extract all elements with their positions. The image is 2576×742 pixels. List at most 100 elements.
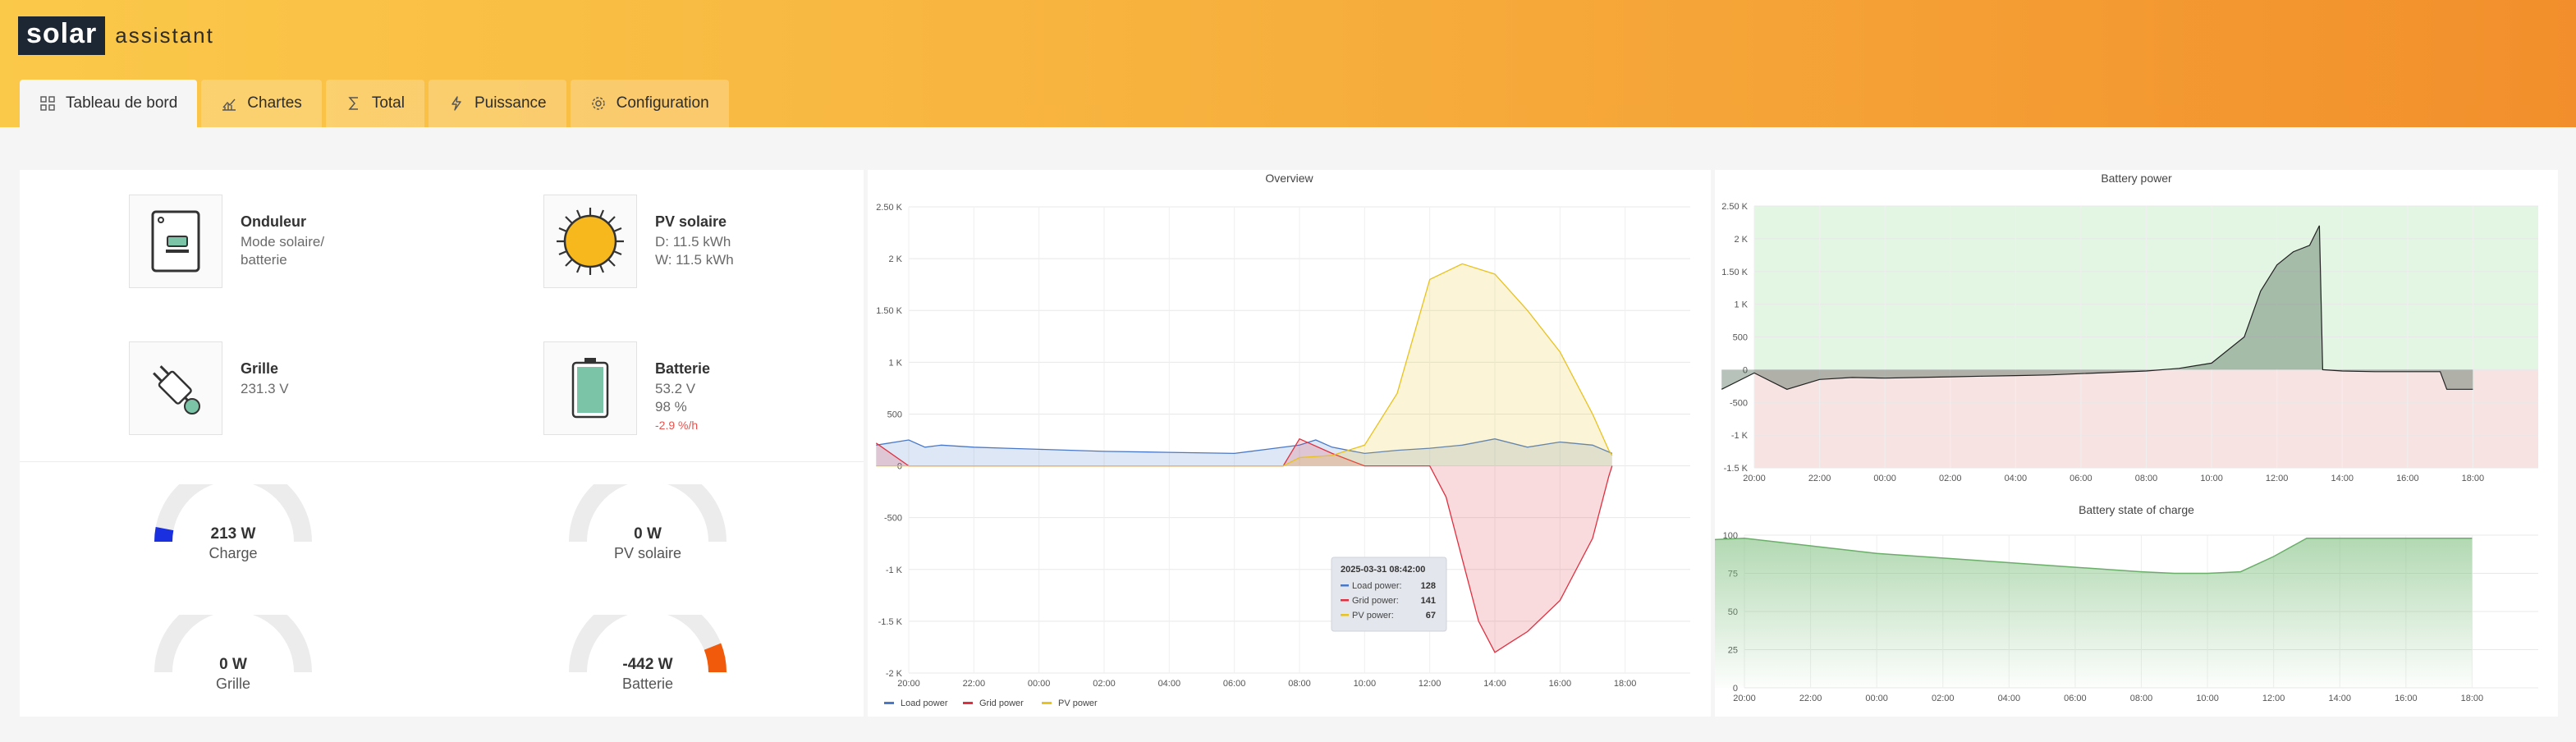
tooltip-swatch: [1341, 599, 1349, 602]
x-tick-label: 00:00: [1028, 679, 1051, 689]
tab-charts[interactable]: Chartes: [201, 80, 322, 127]
tooltip-swatch: [1341, 614, 1349, 616]
y-tick-label: 1 K: [888, 358, 902, 368]
gear-icon: [591, 97, 605, 110]
x-tick-label: 20:00: [1743, 474, 1766, 483]
y-tick-label: 0: [897, 462, 902, 472]
x-tick-label: 08:00: [1288, 679, 1311, 689]
x-tick-label: 16:00: [1549, 679, 1572, 689]
x-tick-label: 14:00: [2328, 694, 2351, 703]
y-tick-label: -1 K: [886, 566, 903, 575]
y-tick-label: -500: [1730, 398, 1748, 408]
tab-charts-label: Chartes: [247, 94, 302, 112]
divider: [20, 461, 864, 462]
dashboard-icon: [40, 96, 55, 111]
x-tick-label: 20:00: [1733, 694, 1756, 703]
chart-icon: [222, 98, 236, 111]
series-line-pv-power: [876, 263, 1613, 467]
battery-rate: -2.9 %/h: [655, 419, 699, 432]
y-tick-label: 500: [887, 410, 902, 419]
overview-chart[interactable]: 2.50 K 2 K 1.50 K 1 K 500 0 -500 -1 K -1.5 K -2 K…: [868, 170, 1711, 717]
gauge-battery-value: -442 W: [622, 656, 673, 673]
tab-configuration-label: Configuration: [616, 94, 709, 112]
tooltip-time: 2025-03-31 08:42:00: [1341, 565, 1425, 575]
battery-soc-title: Battery state of charge: [2079, 503, 2194, 516]
y-tick-label: 0: [1743, 365, 1748, 375]
sigma-icon: [348, 97, 358, 110]
gauge-grid-label: Grille: [215, 676, 250, 692]
tooltip-row-value: 128: [1421, 581, 1436, 591]
y-tick-label: -500: [884, 514, 902, 524]
app-logo[interactable]: solar assistant: [18, 16, 214, 55]
inverter-icon: [129, 195, 222, 288]
battery-power-title: Battery power: [2101, 172, 2172, 185]
sun-icon: [543, 195, 637, 288]
y-tick-label: -1 K: [1731, 431, 1749, 441]
top-bar: solar assistant Tableau de bord Chartes …: [0, 0, 2576, 127]
legend-swatch: [884, 702, 894, 704]
y-tick-label: 2 K: [888, 254, 902, 264]
tooltip-row-value: 67: [1426, 611, 1436, 621]
tab-dashboard[interactable]: Tableau de bord: [20, 80, 198, 127]
battery-soc: 98 %: [655, 399, 687, 415]
bolt-icon: [451, 96, 461, 111]
x-tick-label: 18:00: [2461, 694, 2484, 703]
battery-power-line: [1721, 225, 2473, 390]
tab-total-label: Total: [371, 94, 405, 112]
battery-icon: [543, 341, 637, 435]
x-tick-label: 16:00: [2396, 474, 2419, 483]
x-tick-label: 02:00: [1932, 694, 1955, 703]
tab-total[interactable]: Total: [325, 80, 424, 127]
y-tick-label: 1.50 K: [876, 306, 902, 316]
logo-solar: solar: [18, 16, 106, 55]
y-tick-label: -1.5 K: [1724, 464, 1749, 474]
x-tick-label: 00:00: [1873, 474, 1896, 483]
y-tick-label: -1.5 K: [878, 617, 903, 627]
legend-label: PV power: [1058, 698, 1098, 708]
x-tick-label: 22:00: [1808, 474, 1831, 483]
legend-swatch: [963, 702, 973, 704]
overview-title: Overview: [1265, 172, 1313, 185]
x-tick-label: 04:00: [2005, 474, 2028, 483]
y-tick-label: 2 K: [1734, 235, 1748, 245]
series-line-load-power: [876, 438, 1613, 455]
overview-panel: Overview 2.50 K 2 K 1.50 K 1 K 500 0 -500 -1 K -…: [868, 170, 1711, 717]
x-tick-label: 08:00: [2130, 694, 2153, 703]
inverter-card[interactable]: Onduleur Mode solaire/ batterie: [129, 195, 324, 288]
tooltip-row-value: 141: [1421, 596, 1436, 606]
x-tick-label: 18:00: [2462, 474, 2485, 483]
tab-power[interactable]: Puissance: [428, 80, 566, 127]
gauge-battery-label: Batterie: [621, 676, 674, 692]
inverter-mode-line1: Mode solaire/: [241, 234, 325, 250]
x-tick-label: 12:00: [2262, 694, 2285, 703]
tooltip-row-label: Load power:: [1352, 581, 1402, 591]
tooltip-box: [1331, 556, 1447, 632]
y-tick-label: 1.50 K: [1721, 268, 1748, 277]
gauge-load-value: 213 W: [210, 525, 256, 543]
y-tick-label: 500: [1733, 333, 1748, 343]
tab-power-label: Puissance: [474, 94, 547, 112]
pv-card[interactable]: PV solaire D: 11.5 kWh W: 11.5 kWh: [543, 195, 734, 288]
x-tick-label: 18:00: [1614, 679, 1637, 689]
x-tick-label: 00:00: [1865, 694, 1888, 703]
pv-daily: D: 11.5 kWh: [655, 234, 731, 250]
gauge-battery: -442 W Batterie: [566, 593, 730, 705]
x-tick-label: 10:00: [2200, 474, 2223, 483]
x-tick-label: 10:00: [2196, 694, 2219, 703]
x-tick-label: 22:00: [963, 679, 986, 689]
tooltip-swatch: [1341, 584, 1349, 587]
battery-voltage: 53.2 V: [655, 381, 696, 396]
x-tick-label: 06:00: [2064, 694, 2087, 703]
x-tick-label: 22:00: [1799, 694, 1822, 703]
battery-power-area: [1721, 225, 2473, 390]
tab-configuration[interactable]: Configuration: [570, 80, 729, 127]
battery-card[interactable]: Batterie 53.2 V 98 % -2.9 %/h: [543, 341, 710, 435]
y-tick-label: 1 K: [1734, 300, 1748, 310]
gauge-pv-label: PV solaire: [613, 545, 682, 561]
status-panel: Onduleur Mode solaire/ batterie PV solai…: [20, 170, 864, 717]
battery-charts-panel: Battery power Battery state of charge 2.…: [1715, 170, 2558, 717]
grid-card[interactable]: Grille 231.3 V: [129, 341, 289, 435]
gauge-pv-value: 0 W: [634, 525, 662, 543]
pv-weekly: W: 11.5 kWh: [655, 252, 734, 268]
